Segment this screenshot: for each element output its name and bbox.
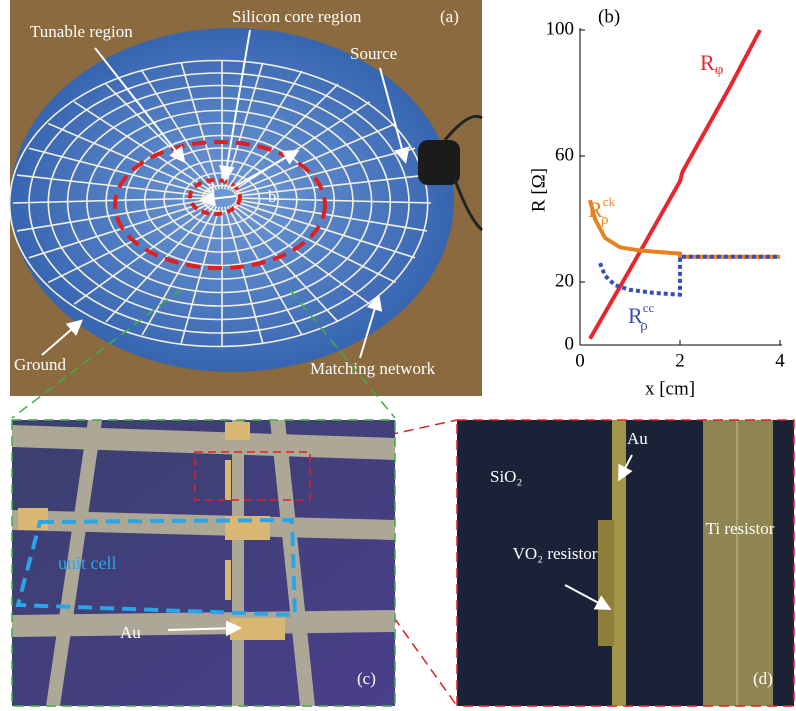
series-label-superscript: ck [603, 194, 616, 209]
panel-label: (d) [753, 669, 773, 688]
annotation: unit cell [58, 553, 116, 573]
annotation: b [268, 187, 277, 206]
x-axis-label: x [cm] [645, 378, 695, 399]
series-line [590, 200, 780, 257]
panel-label: (a) [440, 7, 459, 26]
x-tick-label: 2 [675, 350, 685, 371]
panel-c: unit cell Au (c) [12, 420, 395, 706]
annotation: Silicon core region [232, 7, 362, 26]
au-line [612, 420, 626, 706]
series-label-superscript: cc [643, 300, 655, 315]
annotation: Matching network [310, 359, 436, 378]
figure: Tunable region Silicon core region Sourc… [0, 0, 796, 711]
y-tick-label: 20 [555, 270, 574, 291]
y-axis-label: R [Ω] [528, 168, 549, 212]
panel-label: (b) [598, 6, 620, 27]
ti-resistor [703, 420, 773, 706]
source-connector [418, 140, 460, 185]
annotation: Au [627, 429, 648, 448]
annotation: Tunable region [30, 22, 133, 41]
annotation: a [207, 177, 215, 196]
annotation: VO₂ resistor [513, 544, 598, 563]
x-tick-label: 0 [575, 350, 585, 371]
series-label-name: R [700, 50, 715, 75]
panel-d: SiO₂ Au VO₂ resistor Ti resistor (d) [457, 420, 794, 706]
annotation: Au [120, 623, 141, 642]
y-tick-label: 60 [555, 144, 574, 165]
x-tick-label: 4 [775, 350, 785, 371]
disk [10, 28, 454, 372]
annotation: Source [350, 44, 397, 63]
annotation: Ground [14, 355, 66, 374]
panel-a: Tunable region Silicon core region Sourc… [10, 0, 482, 396]
vo2-resistor [598, 520, 614, 646]
series-label-subscript: ρ [601, 212, 609, 228]
annotation: Ti resistor [706, 519, 775, 538]
series-label: Rφ [700, 50, 724, 78]
series-label-subscript: φ [715, 62, 724, 78]
y-tick-label: 0 [565, 333, 575, 354]
series-label-subscript: ρ [640, 318, 648, 334]
y-tick-label: 100 [546, 18, 575, 39]
panel-label: (c) [357, 669, 376, 688]
annotation: SiO₂ [490, 467, 522, 486]
series-line [590, 30, 760, 339]
